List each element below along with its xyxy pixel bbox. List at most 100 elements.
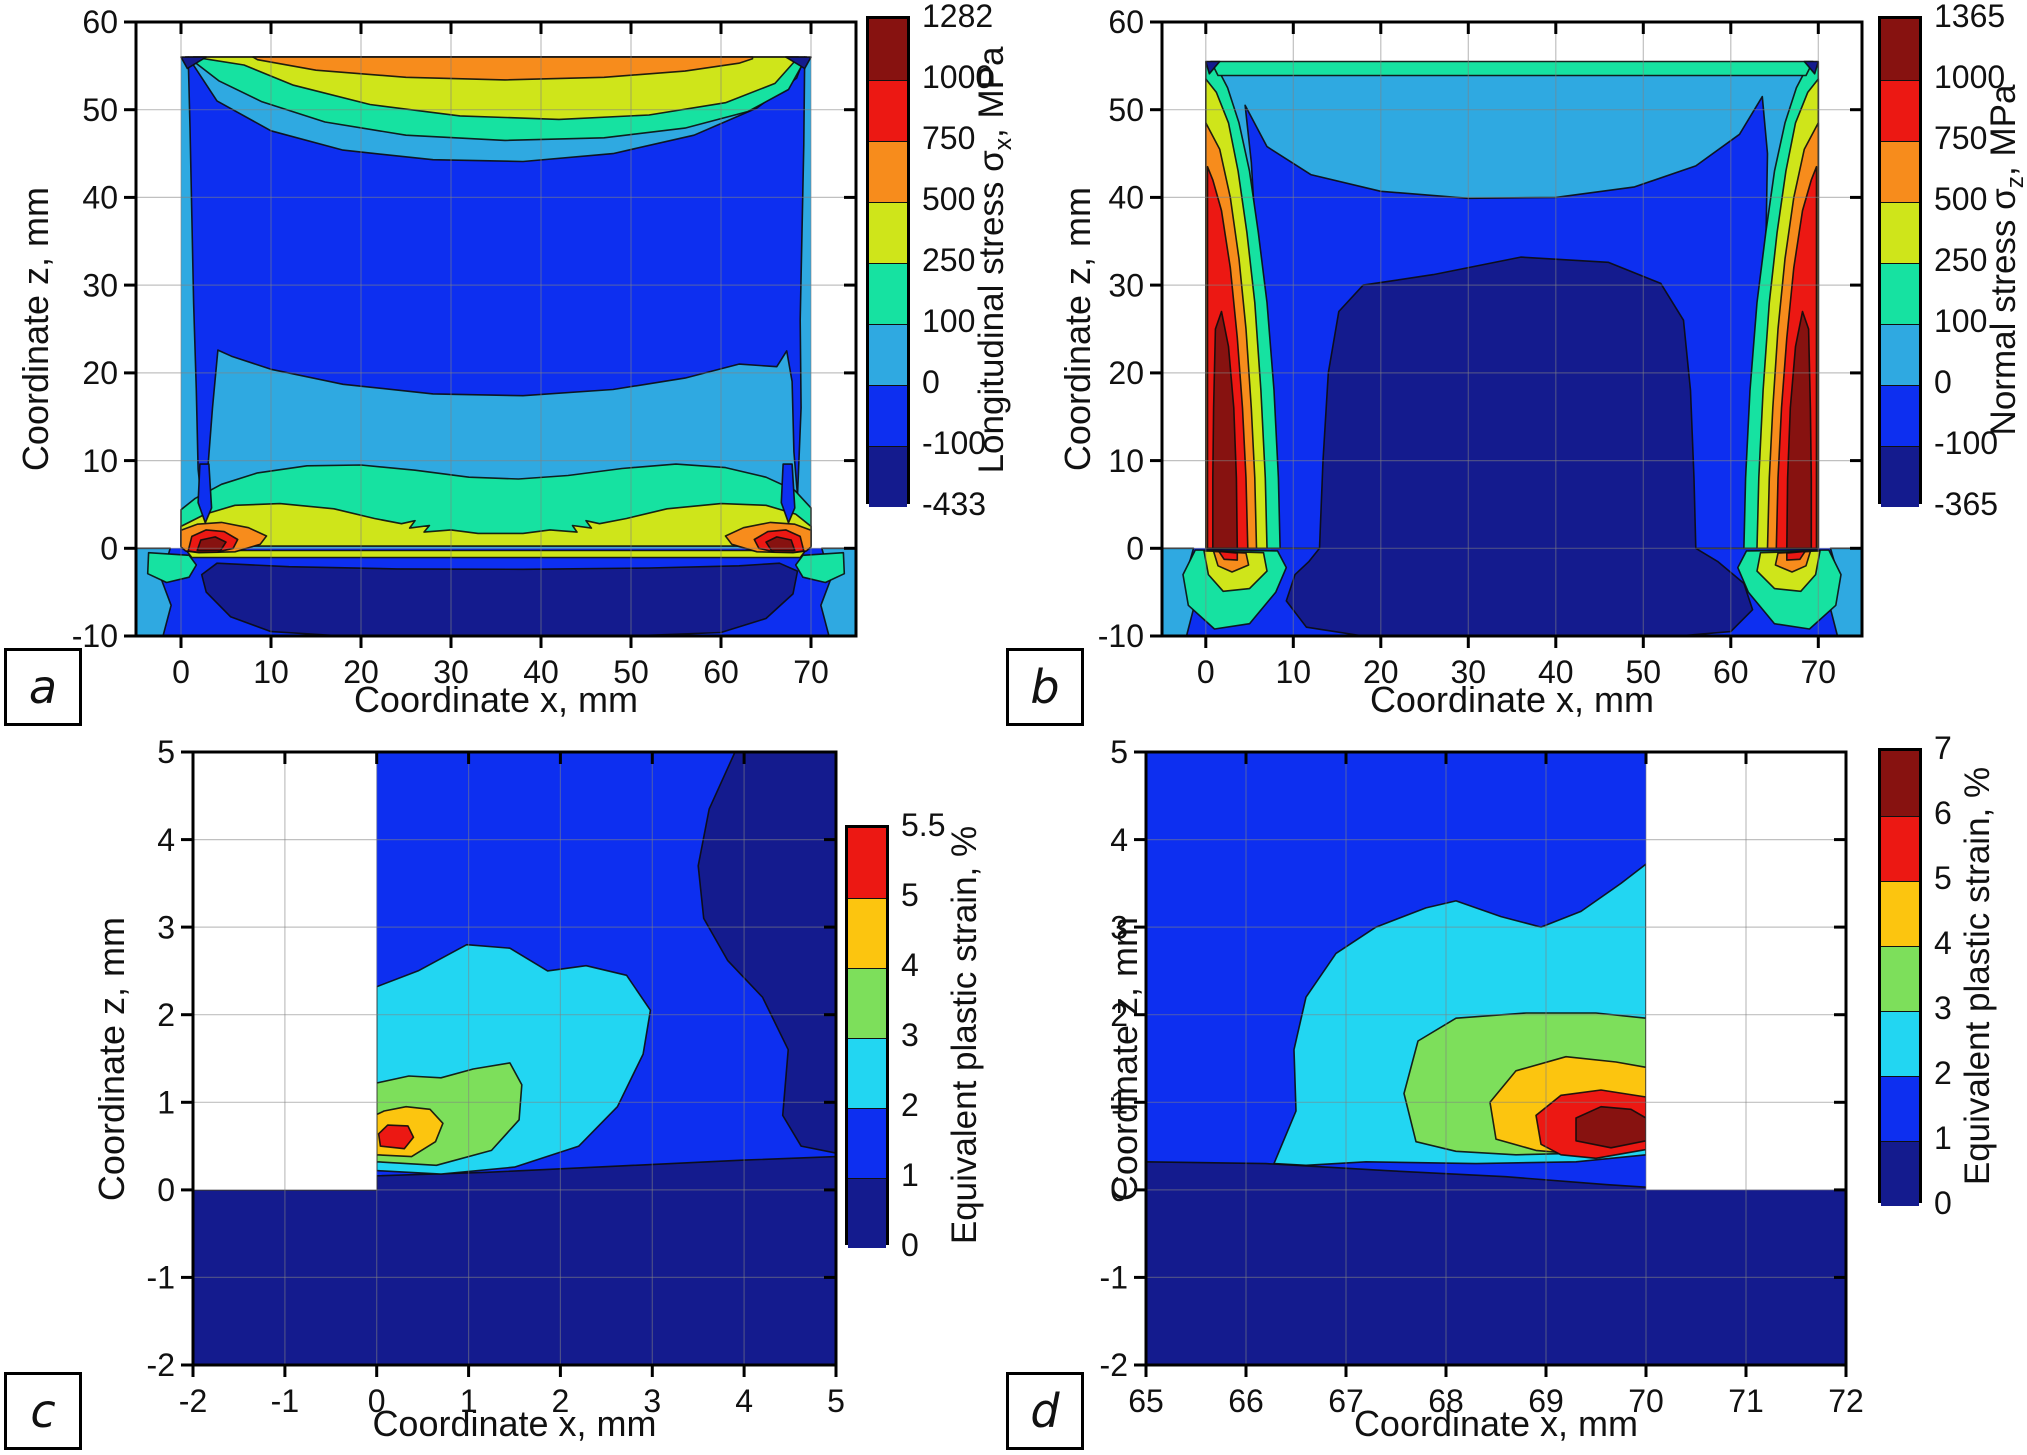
y-axis-title-b: Coordinate z, mm <box>1057 186 1098 472</box>
x-tick-label-b: 10 <box>1276 654 1312 690</box>
x-tick-label-c: 5 <box>827 1383 845 1419</box>
contour-region-darkred <box>1785 310 1813 550</box>
plot-d: 65 66 67 68 69 70 71 72 -2 -1 0 1 2 3 4 5 <box>1100 734 1864 1419</box>
x-tick-label-d: 70 <box>1628 1383 1664 1419</box>
panel-letter-d-label: d <box>1030 1384 1060 1438</box>
x-tick-label-c: -1 <box>271 1383 299 1419</box>
z-tick-label-b: -10 <box>1098 618 1144 654</box>
panel-letter-c-label: c <box>30 1384 56 1438</box>
x-tick-label-a: 10 <box>253 654 289 690</box>
z-tick-label-a: 10 <box>82 443 118 479</box>
z-tick-label-a: 50 <box>82 92 118 128</box>
z-tick-label-c: 1 <box>157 1085 175 1121</box>
colorbar-c <box>845 825 889 1248</box>
tick-marks-d <box>1134 750 1848 1377</box>
x-tick-label-b: 30 <box>1451 654 1487 690</box>
contour-regions-a <box>136 56 856 636</box>
colorbar-tick-label-c: 2 <box>901 1087 919 1123</box>
contour-region-navy <box>1204 60 1221 75</box>
colorbar-segment-darkred <box>1881 19 1919 80</box>
colorbar-segment-blue <box>1881 1076 1919 1141</box>
x-axis-title-b: Coordinate x, mm <box>1369 679 1655 720</box>
z-tick-label-a: 30 <box>82 267 118 303</box>
colorbar-title-text: Longitudinal stress σ <box>972 150 1011 474</box>
panel-letter-b-label: b <box>1030 660 1060 714</box>
colorbar-tick-label-d: 7 <box>1934 730 1952 766</box>
x-tick-label-d: 67 <box>1328 1383 1364 1419</box>
x-tick-label-b: 50 <box>1626 654 1662 690</box>
contour-region-yellowgreen <box>180 502 812 547</box>
tick-marks-a <box>124 20 856 648</box>
x-tick-label-c: 4 <box>735 1383 753 1419</box>
colorbar-segment-darkred <box>1881 751 1919 816</box>
plot-c: -2 -1 0 1 2 3 4 5 -2 -1 0 1 2 3 4 5 <box>147 734 845 1419</box>
z-tick-label-d: 3 <box>1110 909 1128 945</box>
contour-regions-b <box>1162 60 1862 636</box>
contour-region-darkred <box>1575 1105 1647 1149</box>
contour-region-springgreen <box>1210 60 1814 77</box>
colorbar-tick-label-b: 1365 <box>1934 0 2006 34</box>
colorbar-segment-navy <box>1881 446 1919 507</box>
x-tick-label-c: 0 <box>368 1383 386 1419</box>
y-axis-title-d: Coordinate z, mm <box>1104 916 1145 1201</box>
x-tick-label-d: 66 <box>1228 1383 1264 1419</box>
contour-region-navy <box>200 562 799 636</box>
colorbar-a <box>866 16 910 507</box>
z-tick-label-c: 3 <box>157 909 175 945</box>
z-tick-label-d: 5 <box>1110 734 1128 770</box>
panel-letter-b: b <box>1006 648 1084 726</box>
z-tick-label-b: 0 <box>1126 531 1144 567</box>
x-tick-label-a: 60 <box>703 654 739 690</box>
colorbar-segment-darkred <box>869 19 907 80</box>
colorbar-tick-label-a: 1000 <box>922 59 994 95</box>
x-tick-label-d: 71 <box>1728 1383 1764 1419</box>
colorbar-segment-orange <box>1881 141 1919 202</box>
z-tick-label-b: 10 <box>1108 443 1144 479</box>
colorbar-tick-label-b: 250 <box>1934 242 1988 278</box>
contour-regions-d <box>1146 752 1846 1365</box>
plot-b: 0 10 20 30 40 50 60 70 -10 0 10 20 30 40 50 60 <box>1098 4 1864 690</box>
colorbar-d <box>1878 748 1922 1206</box>
colorbar-title-text: Equivalent plastic strain, % <box>1958 766 1997 1185</box>
x-tick-label-c: -2 <box>179 1383 207 1419</box>
colorbar-segment-yellowgreen <box>1881 202 1919 263</box>
contour-region-navy <box>1146 1160 1846 1365</box>
colorbar-title-text: , MPa <box>972 46 1011 138</box>
x-tick-label-d: 65 <box>1128 1383 1164 1419</box>
contour-region-darkred <box>1211 310 1239 550</box>
colorbar-title-subscript: z <box>2002 176 2027 189</box>
z-tick-label-d: 0 <box>1110 1172 1128 1208</box>
x-tick-label-a: 30 <box>433 654 469 690</box>
colorbar-tick-label-a: 500 <box>922 181 976 217</box>
colorbar-tick-label-a: 250 <box>922 242 976 278</box>
colorbar-tick-label-c: 1 <box>901 1157 919 1193</box>
colorbar-segment-navy <box>1881 1141 1919 1206</box>
tick-marks-c <box>181 750 838 1377</box>
colorbar-tick-label-a: -100 <box>922 425 987 461</box>
z-tick-label-b: 20 <box>1108 355 1144 391</box>
plot-frame-d <box>1144 750 1848 1367</box>
colorbar-segment-cyan <box>1881 1011 1919 1076</box>
contour-region-orange <box>252 56 754 81</box>
y-axis-title-a: Coordinate z, mm <box>15 186 56 472</box>
colorbar-tick-label-a: 1282 <box>922 0 994 34</box>
colorbar-segment-yellowgreen <box>869 202 907 263</box>
colorbar-segment-skyblue <box>869 324 907 385</box>
colorbar-title-b: Normal stress σz, MPa <box>1983 0 2027 540</box>
z-tick-label-b: 50 <box>1108 92 1144 128</box>
contour-region-navy <box>784 56 812 70</box>
x-tick-label-b: 0 <box>1197 654 1215 690</box>
x-tick-label-a: 0 <box>172 654 190 690</box>
colorbar-segment-blue <box>1881 385 1919 446</box>
colorbar-tick-label-d: 6 <box>1934 795 1952 831</box>
z-tick-label-c: 2 <box>157 997 175 1033</box>
y-axis-title-c: Coordinate z, mm <box>91 916 132 1201</box>
x-tick-label-a: 50 <box>613 654 649 690</box>
x-tick-label-a: 40 <box>523 654 559 690</box>
colorbar-tick-label-c: 3 <box>901 1017 919 1053</box>
colorbar-tick-label-b: -100 <box>1934 425 1999 461</box>
colorbar-tick-label-a: 0 <box>922 364 940 400</box>
z-tick-label-a: 40 <box>82 180 118 216</box>
x-tick-label-d: 68 <box>1428 1383 1464 1419</box>
